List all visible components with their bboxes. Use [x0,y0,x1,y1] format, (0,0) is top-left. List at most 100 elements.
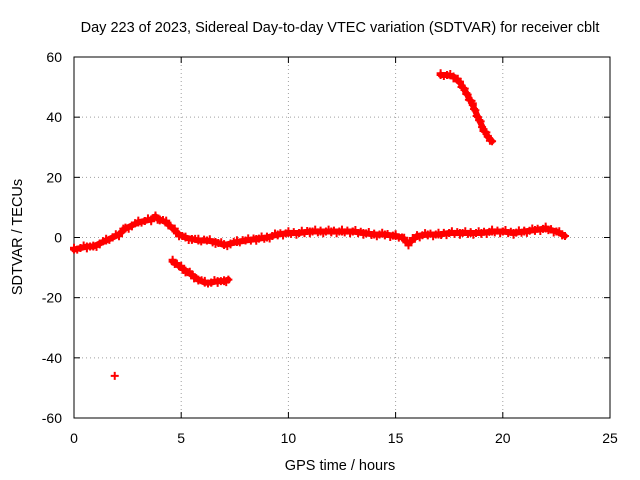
data-point [187,235,196,244]
x-tick-label: 0 [70,430,78,446]
x-tick-label: 5 [177,430,185,446]
data-point [477,228,486,237]
axis-ticks [73,56,611,419]
data-point [232,238,241,247]
data-point [95,239,104,248]
data-point [262,233,271,242]
data-point [181,233,190,242]
data-point [434,230,443,239]
data-marker [463,90,472,99]
y-tick-label: 60 [46,49,62,65]
y-axis-title: SDTVAR / TECUs [10,179,26,295]
data-point [305,227,314,236]
data-point [488,227,497,236]
data-marker [471,106,480,115]
data-point [380,230,389,239]
data-point [466,228,475,237]
data-point [108,233,117,242]
data-point [445,228,454,237]
x-tick-label: 10 [281,430,297,446]
x-tick-label: 20 [495,430,511,446]
data-point [226,239,235,248]
data-point [359,228,368,237]
data-marker [460,84,469,93]
data-point [224,275,233,284]
data-point [455,78,464,87]
data-point [398,233,407,242]
data-point [479,125,488,134]
data-point [220,277,229,286]
data-point [211,238,220,247]
data-point [155,215,164,224]
data-marker [476,117,485,126]
data-point [348,227,357,236]
data-point [147,215,156,224]
data-point [162,218,171,227]
data-point [327,227,336,236]
data-point [488,137,497,146]
data-marker [472,111,481,120]
series-isolated-point [110,371,119,380]
data-point [175,262,184,271]
data-point [443,71,452,80]
data-point [220,241,229,250]
data-point [181,266,190,275]
data-point [102,236,111,245]
chart-title: Day 223 of 2023, Sidereal Day-to-day VTE… [81,20,600,36]
data-point [560,231,569,240]
data-point [423,230,432,239]
series-dip-arc [168,255,233,288]
data-point [202,236,211,245]
x-tick-label: 15 [388,430,404,446]
y-tick-label: -40 [42,350,62,366]
data-point [284,228,293,237]
y-tick-label: -60 [42,410,62,426]
series-main-arc [70,211,569,254]
data-point [541,224,550,233]
data-point [175,230,184,239]
data-point [110,371,119,380]
data-point [194,275,203,284]
data-points [70,69,569,380]
data-point [295,228,304,237]
data-point [151,212,160,221]
y-tick-label: 40 [46,109,62,125]
data-point [509,228,518,237]
data-point [76,244,85,253]
data-point [187,271,196,280]
tick-labels: 0 5 10 15 20 25 -60 -40 -20 0 20 40 60 [42,49,618,446]
x-tick-label: 25 [602,430,618,446]
data-point [370,230,379,239]
data-point [391,231,400,240]
data-point [207,278,216,287]
data-point [449,72,458,81]
data-point [127,221,136,230]
data-point [483,132,492,141]
data-point [252,235,261,244]
x-axis-title: GPS time / hours [285,458,395,474]
data-marker [470,105,479,114]
data-point [316,227,325,236]
data-point [168,224,177,233]
data-point [468,101,477,110]
data-point [462,89,471,98]
data-point [520,227,529,236]
data-point [70,245,78,254]
y-tick-label: -20 [42,290,62,306]
data-point [168,257,177,266]
series-high-arc [436,69,497,146]
data-point [241,236,250,245]
data-point [134,218,143,227]
data-point [455,228,464,237]
data-point [115,230,124,239]
data-point [498,227,507,236]
y-tick-label: 20 [46,169,62,185]
data-point [121,224,130,233]
data-point [194,236,203,245]
data-point [404,239,413,248]
data-point [530,225,539,234]
data-point [552,227,561,236]
data-point [273,230,282,239]
